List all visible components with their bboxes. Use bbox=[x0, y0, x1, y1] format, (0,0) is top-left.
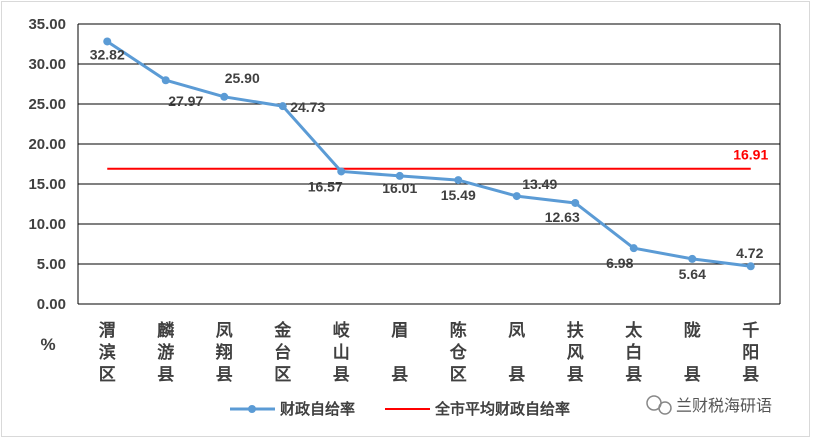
x-tick-char: 区 bbox=[450, 365, 467, 385]
data-label: 6.98 bbox=[606, 255, 633, 271]
legend-label-rate: 财政自给率 bbox=[280, 400, 355, 418]
x-tick-label: 千阳县 bbox=[742, 321, 759, 385]
average-label: 16.91 bbox=[733, 147, 768, 163]
x-tick-char: 风 bbox=[567, 343, 584, 363]
gridlines bbox=[77, 23, 781, 305]
series-line bbox=[106, 40, 751, 268]
data-label: 15.49 bbox=[441, 187, 476, 203]
x-tick-char: 山 bbox=[333, 343, 350, 363]
x-tick-char: 县 bbox=[742, 365, 759, 385]
data-label: 16.01 bbox=[382, 180, 417, 196]
data-label: 12.63 bbox=[545, 209, 580, 225]
x-tick-char: 县 bbox=[216, 365, 233, 385]
legend-marker-rate bbox=[248, 405, 256, 413]
y-tick-label: 5.00 bbox=[37, 256, 66, 273]
y-axis-ticks: 0.00 5.00 10.00 15.00 20.00 25.00 30.00 35.00 bbox=[28, 16, 66, 313]
x-tick-char: 金 bbox=[273, 320, 292, 341]
x-tick-char: 县 bbox=[625, 365, 642, 385]
series-point bbox=[629, 244, 638, 253]
x-tick-char: 台 bbox=[274, 342, 291, 363]
x-tick-char: 县 bbox=[567, 365, 584, 385]
watermark-text: 兰财税海研语 bbox=[676, 396, 772, 415]
y-tick-label: 10.00 bbox=[28, 216, 66, 233]
series-point bbox=[746, 262, 755, 271]
y-tick-label: 30.00 bbox=[28, 56, 66, 73]
x-tick-char: 县 bbox=[508, 365, 525, 385]
data-label: 27.97 bbox=[168, 93, 203, 109]
data-label: 32.82 bbox=[90, 46, 125, 62]
average-series: 16.91 bbox=[107, 147, 768, 170]
legend-label-average: 全市平均财政自给率 bbox=[434, 400, 570, 418]
x-tick-label: 凤县 bbox=[508, 321, 525, 385]
rate-series bbox=[103, 37, 755, 271]
x-tick-char: 游 bbox=[157, 342, 174, 363]
x-tick-char: 仓 bbox=[449, 342, 468, 363]
x-tick-char: 陇 bbox=[684, 320, 701, 341]
series-point bbox=[220, 92, 229, 101]
data-label: 16.57 bbox=[308, 178, 343, 194]
watermark: 兰财税海研语 bbox=[646, 395, 772, 415]
x-tick-char: 渭 bbox=[99, 321, 116, 341]
x-tick-label: 陇县 bbox=[684, 320, 701, 385]
x-tick-char: 千 bbox=[742, 321, 759, 341]
x-tick-char: 县 bbox=[157, 365, 174, 385]
x-tick-label: 眉县 bbox=[391, 321, 408, 385]
x-tick-char: 区 bbox=[99, 365, 116, 385]
x-tick-label: 陈仓区 bbox=[449, 320, 468, 385]
y-tick-label: 25.00 bbox=[28, 96, 66, 113]
x-tick-char: 岐 bbox=[333, 320, 351, 341]
series-point bbox=[161, 76, 170, 85]
y-tick-label: 35.00 bbox=[28, 16, 66, 33]
wechat-icon-secondary bbox=[658, 401, 672, 415]
x-tick-char: 凤 bbox=[508, 321, 525, 341]
x-tick-label: 岐山县 bbox=[333, 320, 351, 385]
y-tick-label: 15.00 bbox=[28, 176, 66, 193]
x-tick-label: 凤翔县 bbox=[215, 321, 233, 385]
y-tick-label: 20.00 bbox=[28, 136, 66, 153]
x-tick-char: 滨 bbox=[99, 342, 116, 363]
legend: 财政自给率 全市平均财政自给率 bbox=[230, 400, 570, 418]
x-tick-char: 县 bbox=[333, 365, 350, 385]
series-point bbox=[688, 254, 697, 263]
series-point bbox=[278, 102, 287, 111]
series-point bbox=[512, 192, 521, 201]
series-point bbox=[395, 171, 404, 180]
y-tick-label: 0.00 bbox=[37, 296, 66, 313]
x-tick-char: 扶 bbox=[567, 320, 584, 341]
x-tick-label: 渭滨区 bbox=[99, 321, 116, 385]
x-tick-label: 麟游县 bbox=[157, 320, 175, 385]
x-tick-label: 金台区 bbox=[273, 320, 292, 385]
series-point bbox=[337, 167, 346, 176]
x-tick-char: 麟 bbox=[157, 320, 175, 341]
x-tick-char: 阳 bbox=[742, 343, 759, 363]
x-tick-char: 凤 bbox=[216, 321, 233, 341]
x-tick-label: 太白县 bbox=[625, 320, 643, 385]
data-label: 25.90 bbox=[225, 70, 260, 86]
y-axis-unit: % bbox=[40, 335, 55, 354]
data-labels: 32.82 27.97 25.90 24.73 16.57 16.01 15.49 13.49… bbox=[90, 46, 764, 281]
data-label: 4.72 bbox=[736, 245, 763, 261]
x-tick-char: 眉 bbox=[391, 321, 408, 341]
x-tick-char: 县 bbox=[684, 365, 701, 385]
x-tick-label: 扶风县 bbox=[567, 320, 584, 385]
x-tick-char: 区 bbox=[274, 365, 291, 385]
series-point bbox=[103, 37, 112, 46]
x-tick-char: 太 bbox=[625, 320, 643, 341]
data-label: 24.73 bbox=[290, 99, 325, 115]
x-tick-char: 白 bbox=[625, 342, 642, 363]
series-point bbox=[454, 176, 463, 185]
x-tick-char: 县 bbox=[391, 365, 408, 385]
data-label: 5.64 bbox=[679, 266, 706, 282]
data-label: 13.49 bbox=[522, 176, 557, 192]
x-tick-char: 翔 bbox=[215, 342, 233, 363]
x-tick-char: 陈 bbox=[450, 320, 467, 341]
series-point bbox=[571, 198, 580, 207]
